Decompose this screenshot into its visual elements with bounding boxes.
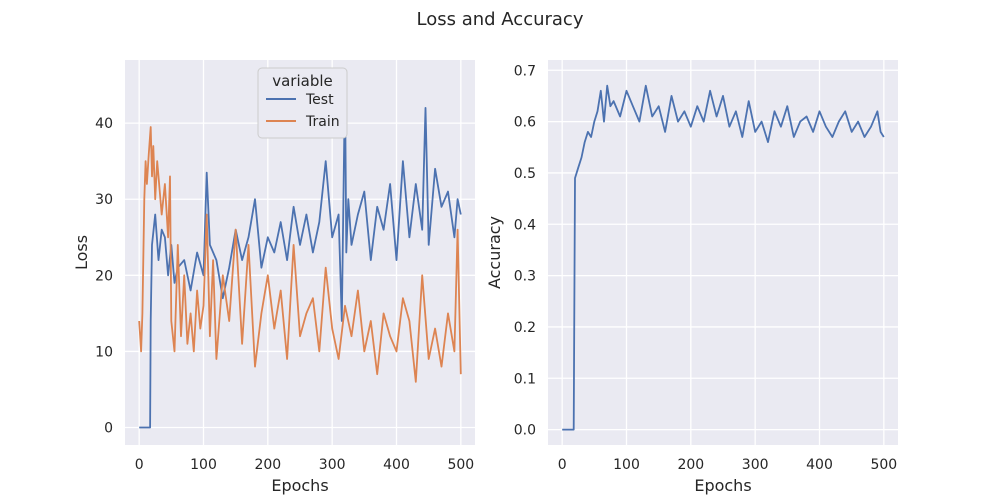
loss-panel: 0 100 200 300 400 500 0 10 20 30 40 Epochs Loss varia… bbox=[72, 60, 475, 495]
x-tick-label: 500 bbox=[447, 457, 474, 473]
series-line-test bbox=[139, 80, 462, 429]
series-line-accuracy bbox=[562, 84, 885, 431]
legend: variable Test Train bbox=[257, 67, 348, 139]
x-tick-label: 200 bbox=[254, 457, 281, 473]
series-lines bbox=[138, 80, 462, 429]
y-tick-label: 0.7 bbox=[514, 63, 536, 79]
accuracy-panel: 0 100 200 300 400 500 0.0 0.1 0.2 0.3 0.4 0.5 0.6 0.7… bbox=[485, 60, 898, 495]
x-axis-label: Epochs bbox=[694, 476, 751, 495]
x-tick-label: 300 bbox=[319, 457, 346, 473]
legend-title: variable bbox=[272, 72, 333, 90]
figure-title: Loss and Accuracy bbox=[417, 9, 584, 30]
x-tick-label: 0 bbox=[558, 457, 567, 473]
x-tick-label: 100 bbox=[190, 457, 217, 473]
y-axis-label: Accuracy bbox=[485, 216, 504, 289]
legend-entry-train: Train bbox=[305, 114, 340, 130]
y-tick-label: 10 bbox=[95, 344, 113, 360]
y-tick-label: 0.0 bbox=[514, 423, 536, 439]
y-tick-label: 30 bbox=[95, 192, 113, 208]
x-axis-label: Epochs bbox=[271, 476, 328, 495]
x-tick-label: 400 bbox=[806, 457, 833, 473]
y-tick-label: 0.3 bbox=[514, 269, 536, 285]
y-tick-label: 0.1 bbox=[514, 371, 536, 387]
x-tick-label: 200 bbox=[677, 457, 704, 473]
series-lines bbox=[562, 84, 885, 431]
y-tick-label: 0.4 bbox=[514, 217, 536, 233]
x-tick-label: 0 bbox=[135, 457, 144, 473]
y-tick-label: 0.2 bbox=[514, 320, 536, 336]
y-tick-label: 0.6 bbox=[514, 115, 536, 131]
x-tick-label: 400 bbox=[383, 457, 410, 473]
y-tick-label: 0.5 bbox=[514, 166, 536, 182]
x-tick-label: 100 bbox=[613, 457, 640, 473]
y-tick-label: 40 bbox=[95, 116, 113, 132]
y-tick-label: 0 bbox=[104, 421, 113, 437]
series-line-train bbox=[138, 126, 462, 383]
x-tick-label: 500 bbox=[870, 457, 897, 473]
y-tick-label: 20 bbox=[95, 268, 113, 284]
x-tick-label: 300 bbox=[742, 457, 769, 473]
legend-entry-test: Test bbox=[305, 92, 334, 108]
y-axis-label: Loss bbox=[72, 235, 91, 270]
plot-area bbox=[548, 60, 898, 445]
